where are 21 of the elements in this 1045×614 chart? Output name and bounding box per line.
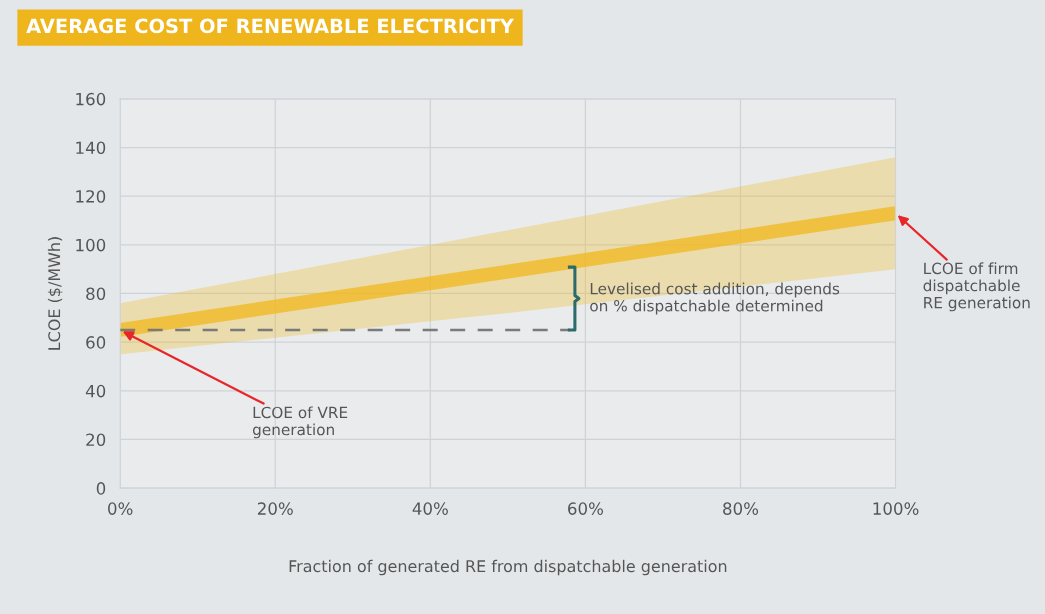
- x-tick-label: 60%: [568, 502, 604, 515]
- annotation: LCOE of VRE generation: [252, 406, 348, 439]
- y-tick-label: 140: [76, 141, 106, 155]
- y-tick-label: 20: [86, 433, 106, 447]
- y-tick-label: 120: [76, 190, 106, 203]
- annotation: Levelised cost addition, depends on % dispatchable determined: [590, 282, 840, 315]
- chart-title: AVERAGE COST OF RENEWABLE ELECTRICITY: [26, 18, 515, 34]
- x-tick-label: 80%: [723, 502, 759, 515]
- y-tick-label: 60: [86, 336, 106, 349]
- y-tick-label: 40: [85, 384, 106, 398]
- y-tick-label: 80: [86, 287, 106, 301]
- x-tick-label: 0%: [108, 502, 133, 515]
- y-tick-label: 0: [96, 482, 106, 495]
- x-axis-title: Fraction of generated RE from dispatchable generation: [289, 559, 727, 576]
- y-tick-label: 160: [76, 92, 106, 106]
- text: LCOE of firm dispatchable RE generation: [923, 262, 1030, 312]
- y-tick-label: 100: [76, 238, 106, 252]
- x-tick-label: 40%: [412, 502, 448, 515]
- x-tick-label: 20%: [257, 502, 293, 515]
- y-axis-title: LCOE ($/MWh): [47, 237, 63, 350]
- x-tick-label: 100%: [873, 502, 919, 515]
